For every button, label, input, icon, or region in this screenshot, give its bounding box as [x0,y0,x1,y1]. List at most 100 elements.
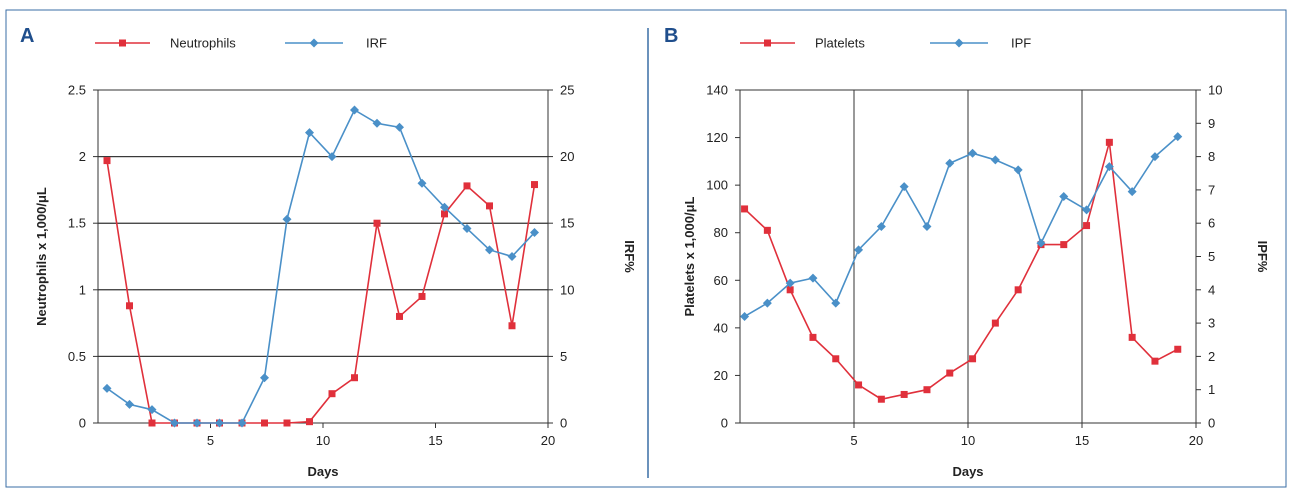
legend-label: IPF [1011,36,1031,51]
legend-marker [309,38,319,48]
legend-marker [954,38,964,48]
x-tick-label: 20 [541,433,555,448]
data-point-irf [147,405,157,415]
data-point-platelets [1083,222,1091,230]
data-point-irf [282,214,292,224]
y-left-axis-title-a: Neutrophils x 1,000/μL [34,187,49,326]
series-irf [102,105,539,428]
data-point-ipf [922,222,932,232]
y-left-tick-label: 0 [721,416,728,431]
data-point-irf [327,152,337,162]
data-point-neutrophils [103,157,111,165]
x-tick-label: 15 [428,433,442,448]
data-point-ipf [785,278,795,288]
legend-item-neutrophils: Neutrophils [95,36,236,51]
data-point-neutrophils [418,292,426,300]
x-tick-label: 15 [1075,433,1089,448]
data-point-irf [170,418,179,428]
data-point-platelets [741,205,749,213]
legend-label: Platelets [815,36,865,51]
series-line-platelets [744,142,1179,401]
series-neutrophils [103,157,538,427]
y-left-tick-label: 1 [79,282,86,297]
data-point-irf [372,118,382,128]
data-point-ipf [990,155,1000,165]
data-point-platelets [1060,241,1068,249]
data-point-irf [395,122,404,132]
legend-item-ipf: IPF [930,36,1031,51]
figure-border [5,9,1287,488]
y-left-tick-label: 40 [714,320,728,335]
legend-marker [119,39,126,47]
data-point-irf [440,202,449,212]
gridlines-a [98,89,548,424]
gridlines-b [853,90,1083,423]
data-point-neutrophils [148,419,156,427]
series-ipf [740,132,1183,321]
legend-item-irf: IRF [285,36,387,51]
y-right-tick-label: 20 [560,149,574,164]
data-point-neutrophils [486,202,493,210]
y-right-tick-label: 5 [560,349,567,364]
panel-letter-b: B [664,25,678,47]
x-tick-label: 10 [961,433,975,448]
data-point-platelets [786,286,794,294]
series-line-ipf [744,136,1179,318]
data-point-platelets [969,355,977,363]
data-point-platelets [877,395,885,403]
y-left-tick-label: 0 [79,416,86,431]
panel-letter-a: A [20,25,34,47]
legend-a: Neutrophils IRF [95,36,387,51]
data-point-ipf [968,148,978,158]
data-point-irf [485,245,494,255]
data-point-ipf [1059,192,1069,202]
y-left-tick-label: 80 [714,225,728,240]
data-point-platelets [1128,333,1136,341]
data-point-ipf [808,273,818,283]
data-point-platelets [1014,286,1022,294]
data-point-ipf [1082,205,1092,215]
data-point-platelets [923,386,931,394]
y-left-tick-label: 0.5 [68,349,86,364]
tick-labels-b: 5 10 15 20 0 20 40 60 80 100 120 140 0 1 2 3 4 5 6 7 8 9 10 [706,83,1222,449]
data-point-ipf [1013,165,1023,175]
data-point-neutrophils [126,302,133,310]
chart-panel-b: B Platelets IPF 5 10 15 20020406080100120140… [664,25,1270,479]
legend-marker [764,39,771,47]
y-left-tick-label: 140 [706,83,728,98]
y-left-axis-title-b: Platelets x 1,000/μL [682,196,697,316]
data-point-platelets [991,319,999,327]
y-right-tick-label: 7 [1208,182,1215,197]
data-point-ipf [1150,152,1160,162]
data-point-platelets [832,355,840,363]
data-point-ipf [762,298,772,308]
data-point-neutrophils [306,418,313,426]
y-left-tick-label: 20 [714,368,728,383]
legend-label: Neutrophils [170,36,236,51]
x-tick-label: 10 [316,433,330,448]
y-left-tick-label: 2.5 [68,83,86,98]
data-point-ipf [854,245,864,255]
data-point-irf [530,228,539,238]
y-left-tick-label: 1.5 [68,216,86,231]
axes-a [93,89,553,428]
axes-b [735,89,1201,428]
legend-label: IRF [366,36,387,51]
data-point-platelets [809,333,817,341]
series-platelets [741,138,1182,403]
data-point-platelets [1105,138,1113,146]
data-point-ipf [1127,187,1137,197]
x-axis-title-a: Days [307,464,338,479]
data-point-irf [125,399,134,409]
y-right-tick-label: 5 [1208,249,1215,264]
data-point-irf [462,224,472,234]
data-point-irf [305,128,314,138]
data-point-platelets [855,381,863,389]
y-right-tick-label: 8 [1208,149,1215,164]
x-tick-label: 20 [1189,433,1203,448]
data-point-ipf [945,158,955,168]
series-a [102,105,539,428]
data-point-platelets [763,226,771,234]
data-point-ipf [876,222,886,232]
y-right-tick-label: 3 [1208,316,1215,331]
